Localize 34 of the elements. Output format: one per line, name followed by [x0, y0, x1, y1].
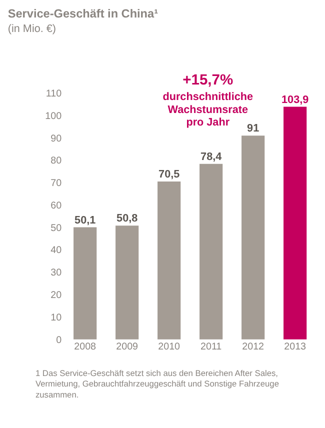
y-tick-label: 60 [50, 200, 62, 212]
bar [284, 106, 307, 340]
x-tick-label: 2009 [116, 342, 138, 353]
y-tick-label: 70 [50, 178, 62, 190]
y-tick-label: 0 [56, 334, 62, 346]
text: 1 Das Service-Geschäft setzt sich aus den Bereichen After Sales, Vermietung, Gebrauchtfahrzeuggeschäft und Sonstige Fahrzeuge zusammen. [35, 368, 280, 400]
text: +15,7% [182, 72, 234, 88]
y-tick-label: 100 [45, 110, 62, 122]
x-tick-label: 2012 [242, 342, 264, 353]
data-label: 103,9 [282, 94, 309, 106]
chart-title: Service-Geschäft in China¹ [8, 6, 158, 20]
data-label: 50,8 [116, 212, 138, 225]
data-label: 78,4 [200, 150, 222, 163]
bar [158, 182, 181, 340]
bar [74, 227, 97, 340]
y-tick-label: 50 [50, 222, 62, 234]
data-label: 50,1 [74, 214, 96, 226]
y-tick-label: 10 [50, 312, 62, 324]
y-tick-label: 20 [50, 290, 62, 302]
bar [200, 164, 223, 340]
x-tick-label: 2011 [200, 342, 222, 353]
y-tick-label: 40 [50, 245, 62, 256]
data-label: 70,5 [158, 168, 180, 181]
chart-subtitle: (in Mio. €) [8, 23, 56, 36]
y-tick-label: 30 [50, 268, 62, 279]
y-tick-label: 90 [50, 133, 62, 144]
bar [242, 136, 265, 340]
x-tick-label: 2010 [158, 342, 181, 353]
y-tick-label: 80 [50, 156, 62, 167]
y-tick-label: 110 [46, 88, 62, 100]
x-tick-label: 2013 [284, 342, 307, 353]
bar [116, 226, 139, 340]
x-tick-label: 2008 [74, 342, 97, 353]
data-label: 91 [247, 122, 260, 135]
